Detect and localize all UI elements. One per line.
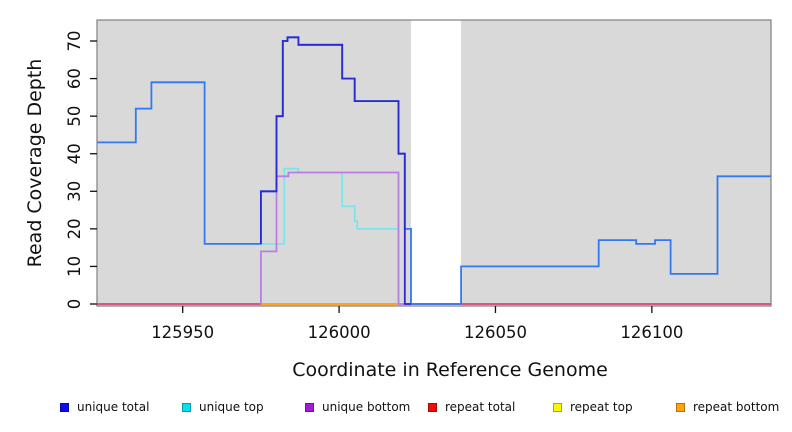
- legend-item-unique-top: unique top: [182, 400, 264, 414]
- series-line-unique-bottom: [260, 171, 405, 305]
- y-tick-label: 50: [65, 106, 84, 127]
- legend-item-repeat-top: repeat top: [553, 400, 633, 414]
- legend-label: unique top: [199, 400, 264, 414]
- legend-swatch-repeat-top: [553, 402, 562, 412]
- y-tick-label: 0: [65, 299, 84, 310]
- legend-item-repeat-total: repeat total: [428, 400, 515, 414]
- legend-swatch-unique-total: [60, 402, 69, 412]
- legend-swatch-unique-bottom: [305, 402, 314, 412]
- legend-swatch-repeat-total: [428, 402, 437, 412]
- x-tick-label: 126100: [620, 323, 683, 342]
- legend-label: repeat bottom: [693, 400, 780, 414]
- legend-item-unique-bottom: unique bottom: [305, 400, 410, 414]
- coverage-gap-region: [411, 20, 462, 306]
- legend-swatch-unique-top: [182, 402, 191, 412]
- y-tick-label: 60: [65, 68, 84, 89]
- legend-label: repeat top: [570, 400, 633, 414]
- y-tick-label: 30: [65, 181, 84, 202]
- legend-item-unique-total: unique total: [60, 400, 149, 414]
- y-axis-title: Read Coverage Depth: [24, 58, 46, 268]
- series-line-unique-top: [260, 167, 405, 305]
- y-tick-label: 20: [65, 218, 84, 239]
- x-tick-label: 126000: [308, 323, 371, 342]
- y-tick-label: 10: [65, 256, 84, 277]
- y-tick-label: 40: [65, 143, 84, 164]
- legend-label: unique bottom: [322, 400, 411, 414]
- plot-frame: [96, 19, 772, 307]
- legend-swatch-repeat-bottom: [676, 402, 685, 412]
- legend-item-repeat-bottom: repeat bottom: [676, 400, 779, 414]
- legend-label: repeat total: [445, 400, 516, 414]
- y-tick-label: 70: [65, 31, 84, 52]
- legend-label: unique total: [77, 400, 150, 414]
- x-tick-label: 126050: [464, 323, 527, 342]
- series-line-unique-total: [260, 36, 411, 305]
- x-tick-label: 125950: [151, 323, 214, 342]
- x-axis-title: Coordinate in Reference Genome: [292, 359, 608, 381]
